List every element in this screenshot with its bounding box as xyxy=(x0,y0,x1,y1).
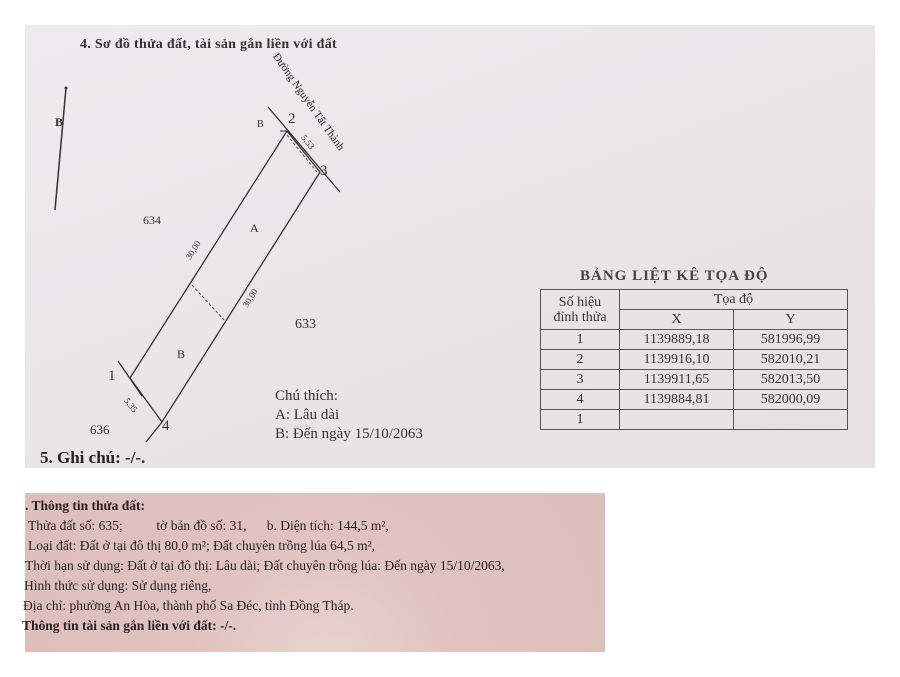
cell: 3 xyxy=(540,369,620,390)
neighbor-633: 633 xyxy=(295,317,316,332)
zone-divider xyxy=(191,284,225,321)
cell: 582000,09 xyxy=(733,389,848,410)
north-label: B xyxy=(55,115,64,129)
info-line: Địa chỉ: phường An Hòa, thành phố Sa Đéc… xyxy=(23,598,354,613)
cell: 2 xyxy=(540,349,620,370)
land-plot-diagram-section: 4. Sơ đồ thửa đất, tài sản gắn liền với … xyxy=(25,25,875,468)
point-3: 3 xyxy=(320,163,328,179)
point-2: 2 xyxy=(288,111,296,127)
cell: 1139889,18 xyxy=(619,329,734,350)
header-coord: Tọa độ xyxy=(619,289,848,310)
cell: 582013,50 xyxy=(733,369,848,390)
header-y: Y xyxy=(733,309,848,330)
info-line: Thông tin tài sản gắn liền với đất: -/-. xyxy=(22,618,237,633)
info-line: Loại đất: Đất ở tại đô thị 80,0 m²; Đất … xyxy=(28,538,376,553)
cell xyxy=(619,409,734,430)
table-row: 1 xyxy=(540,409,848,430)
info-line: Thửa đất số: 635; tờ bản đồ số: 31, b. D… xyxy=(28,518,389,533)
cell: 1 xyxy=(540,329,620,350)
land-info-section: . Thông tin thửa đất: Thửa đất số: 635; … xyxy=(22,493,605,652)
table-row: 4 1139884,81 582000,09 xyxy=(540,389,848,410)
road-marker: B xyxy=(257,119,264,130)
legend-title: Chú thích: xyxy=(275,388,338,404)
point-1: 1 xyxy=(108,368,116,384)
legend-b: B: Đến ngày 15/10/2063 xyxy=(275,426,423,442)
header-x: X xyxy=(619,309,734,330)
cell xyxy=(733,409,848,430)
coord-table: Số hiệu đỉnh thửa Tọa độ X Y 1 1139889,18… xyxy=(540,289,848,430)
legend-a: A: Lâu dài xyxy=(275,407,340,423)
plot-boundary xyxy=(129,129,321,424)
table-row: 3 1139911,65 582013,50 xyxy=(540,369,848,390)
north-arrow-icon xyxy=(54,87,67,211)
cell: 1 xyxy=(540,409,620,430)
neighbor-636: 636 xyxy=(90,422,110,437)
cell: 1139884,81 xyxy=(619,389,734,410)
note: 5. Ghi chú: -/-. xyxy=(40,448,146,467)
table-row: 1 1139889,18 581996,99 xyxy=(540,329,848,350)
info-line: Hình thức sử dụng: Sử dụng riêng, xyxy=(24,578,212,593)
zone-a-label: A xyxy=(250,221,259,235)
info-heading: . Thông tin thửa đất: xyxy=(25,498,146,513)
section-title: 4. Sơ đồ thửa đất, tài sản gắn liền với … xyxy=(80,37,337,52)
road-line xyxy=(267,106,341,193)
cell: 1139911,65 xyxy=(619,369,734,390)
plot-drawing xyxy=(54,86,341,443)
cell: 581996,99 xyxy=(733,329,848,350)
table-row: 2 1139916,10 582010,21 xyxy=(540,349,848,370)
zone-b-label: B xyxy=(177,347,186,361)
point-4: 4 xyxy=(162,418,170,434)
header-point: Số hiệu đỉnh thửa xyxy=(540,289,620,330)
cell: 4 xyxy=(540,389,620,410)
legend: Chú thích: A: Lâu dài B: Đến ngày 15/10/… xyxy=(275,387,423,444)
neighbor-634: 634 xyxy=(143,213,161,227)
coord-table-title: BẢNG LIỆT KÊ TỌA ĐỘ xyxy=(580,268,769,284)
cell: 582010,21 xyxy=(733,349,848,370)
cell: 1139916,10 xyxy=(619,349,734,370)
info-line: Thời hạn sử dụng: Đất ở tại đô thị: Lâu … xyxy=(25,558,505,573)
